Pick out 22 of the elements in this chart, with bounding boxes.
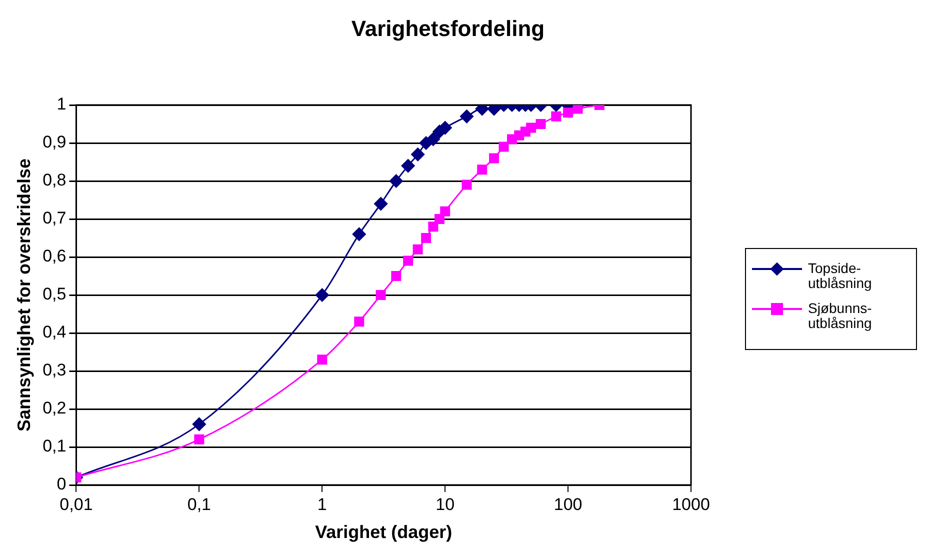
x-tick-label: 100 — [554, 494, 582, 514]
y-tick-label: 0,1 — [42, 436, 66, 456]
x-tick-label: 0,01 — [60, 494, 93, 514]
x-tick-label: 1 — [317, 494, 327, 514]
y-tick-label: 0,8 — [42, 170, 66, 190]
y-tick-label: 0,6 — [42, 246, 66, 266]
y-tick-label: 0,7 — [42, 208, 66, 228]
chart-title: Varighetsfordeling — [350, 16, 546, 42]
y-tick-label: 0,3 — [42, 360, 66, 380]
y-tick-label: 0,2 — [42, 398, 66, 418]
x-tick-label: 10 — [436, 494, 455, 514]
x-tick-label: 0,1 — [187, 494, 212, 514]
y-tick-label: 0,4 — [42, 322, 66, 342]
y-tick-label: 0 — [56, 474, 66, 494]
x-axis-title: Varighet (dager) — [315, 522, 452, 542]
y-tick-label: 0,5 — [42, 284, 66, 304]
y-tick-label: 1 — [56, 94, 66, 114]
x-tick-label: 1000 — [672, 494, 710, 514]
y-tick-label: 0,9 — [42, 132, 66, 152]
legend-label: Topside-utblåsning — [808, 260, 873, 291]
y-axis-title: Sannsynlighet for overskridelse — [14, 158, 34, 432]
legend-label: Sjøbunns-utblåsning — [808, 300, 873, 331]
